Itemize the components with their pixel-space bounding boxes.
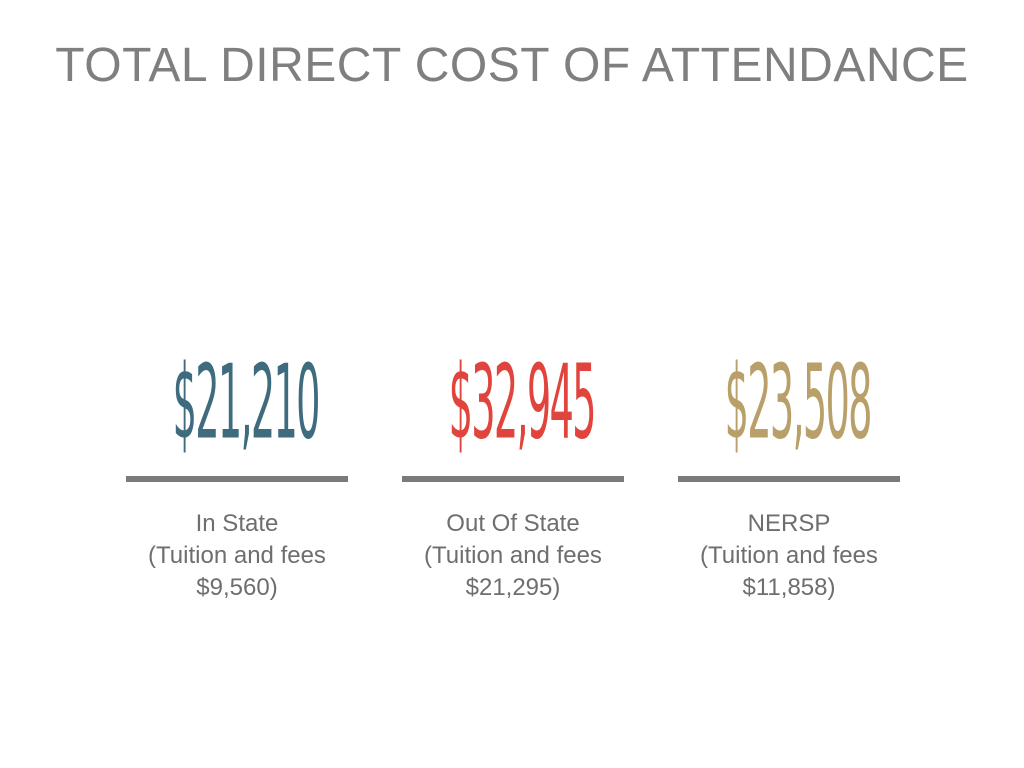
cost-card-in-state: $21,210 In State (Tuition and fees $9,56… (126, 340, 348, 620)
cost-category: In State (195, 510, 279, 537)
cost-detail-line2: $21,295) (465, 574, 561, 601)
cost-detail-line1: (Tuition and fees (148, 542, 326, 569)
divider (402, 476, 624, 482)
cost-label: Out Of State (Tuition and fees $21,295) (382, 508, 644, 604)
cost-detail-line2: $11,858) (742, 574, 836, 601)
total-cost-amount: $23,508 (724, 342, 873, 463)
cost-detail-line2: $9,560) (196, 574, 278, 601)
page-title: TOTAL DIRECT COST OF ATTENDANCE (55, 39, 969, 92)
cost-detail-line1: (Tuition and fees (424, 542, 602, 569)
cost-card-nersp: $23,508 NERSP (Tuition and fees $11,858) (678, 340, 900, 620)
total-cost-amount: $32,945 (448, 342, 597, 463)
cost-card-out-of-state: $32,945 Out Of State (Tuition and fees $… (402, 340, 624, 620)
cost-label: In State (Tuition and fees $9,560) (106, 508, 368, 604)
divider (126, 476, 348, 482)
total-cost-amount: $21,210 (172, 342, 321, 463)
cost-detail-line1: (Tuition and fees (700, 542, 878, 569)
cost-category: Out Of State (446, 510, 580, 537)
divider (678, 476, 900, 482)
cost-label: NERSP (Tuition and fees $11,858) (658, 508, 920, 604)
cost-category: NERSP (747, 510, 831, 537)
